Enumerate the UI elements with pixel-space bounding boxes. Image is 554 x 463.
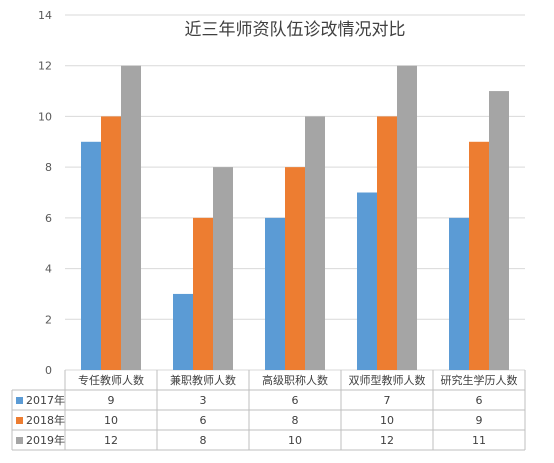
table-value: 8 — [292, 414, 299, 427]
bar — [121, 65, 141, 370]
table-value: 12 — [380, 434, 394, 447]
bar — [101, 116, 121, 370]
y-tick-label: 2 — [45, 313, 52, 326]
y-tick-label: 6 — [45, 212, 52, 225]
legend-label: 2018年 — [26, 413, 65, 427]
chart-title: 近三年师资队伍诊改情况对比 — [185, 20, 406, 40]
category-label: 研究生学历人数 — [441, 373, 518, 387]
bar — [213, 167, 233, 370]
legend-swatch — [16, 417, 23, 424]
bar — [449, 217, 469, 370]
y-tick-label: 8 — [45, 161, 52, 174]
y-axis-ticks: 0 2 4 6 8 10 12 14 — [38, 9, 52, 377]
bar — [397, 65, 417, 370]
table-value: 12 — [104, 434, 118, 447]
legend-label: 2019年 — [26, 433, 65, 447]
data-table: 专任教师人数 兼职教师人数 高级职称人数 双师型教师人数 研究生学历人数 2017年 9 3 6… — [11, 370, 526, 451]
bar — [377, 116, 397, 370]
category-label: 兼职教师人数 — [170, 374, 236, 387]
table-value: 3 — [200, 394, 207, 407]
bar — [285, 167, 305, 370]
y-tick-label: 0 — [45, 364, 52, 377]
y-tick-label: 4 — [45, 263, 52, 276]
table-value: 6 — [292, 394, 299, 407]
y-tick-label: 10 — [38, 110, 52, 123]
table-value: 6 — [476, 394, 483, 407]
table-value: 9 — [108, 394, 115, 407]
table-value: 9 — [476, 414, 483, 427]
bars — [81, 65, 509, 371]
y-tick-label: 12 — [38, 60, 52, 73]
category-label: 高级职称人数 — [262, 373, 328, 387]
category-label: 双师型教师人数 — [349, 373, 426, 387]
bar — [489, 91, 509, 371]
table-value: 7 — [384, 394, 391, 407]
bar — [469, 141, 489, 370]
bar — [357, 192, 377, 370]
table-value: 11 — [472, 434, 486, 447]
y-tick-label: 14 — [38, 9, 52, 22]
bar — [81, 141, 101, 370]
table-value: 10 — [288, 434, 302, 447]
bar — [265, 217, 285, 370]
bar — [193, 217, 213, 370]
table-value: 8 — [200, 434, 207, 447]
bar — [173, 293, 193, 370]
table-value: 6 — [200, 414, 207, 427]
legend-swatch — [16, 397, 23, 404]
category-label: 专任教师人数 — [78, 373, 144, 387]
legend-swatch — [16, 437, 23, 444]
bar — [305, 116, 325, 370]
table-value: 10 — [104, 414, 118, 427]
legend-label: 2017年 — [26, 393, 65, 407]
table-value: 10 — [380, 414, 394, 427]
